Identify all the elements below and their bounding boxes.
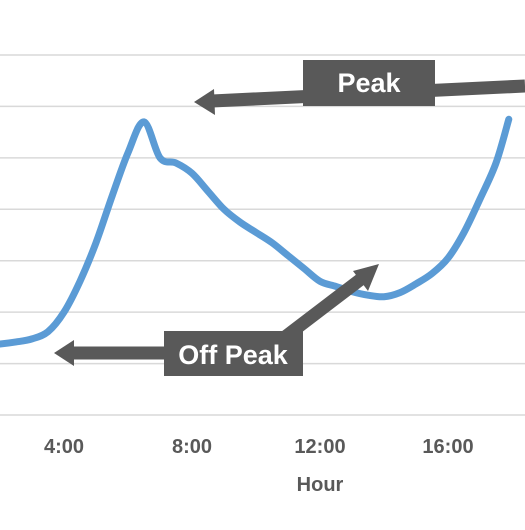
- off-peak-label: Off Peak: [178, 340, 289, 370]
- x-tick-label: 4:00: [44, 436, 84, 458]
- series-layer: [0, 119, 509, 345]
- x-axis-title: Hour: [297, 474, 344, 496]
- off-peak-arrowhead-left: [54, 340, 74, 366]
- peak-arrowhead: [194, 89, 215, 115]
- x-tick-label: 8:00: [172, 436, 212, 458]
- x-tick-label: 16:00: [422, 436, 473, 458]
- series-line-0: [0, 119, 509, 345]
- x-axis-ticks: 4:00 8:00 12:00 16:00: [44, 436, 474, 458]
- off-peak-callout: Off Peak: [54, 264, 379, 376]
- x-tick-label: 12:00: [294, 436, 345, 458]
- peak-label: Peak: [337, 68, 401, 98]
